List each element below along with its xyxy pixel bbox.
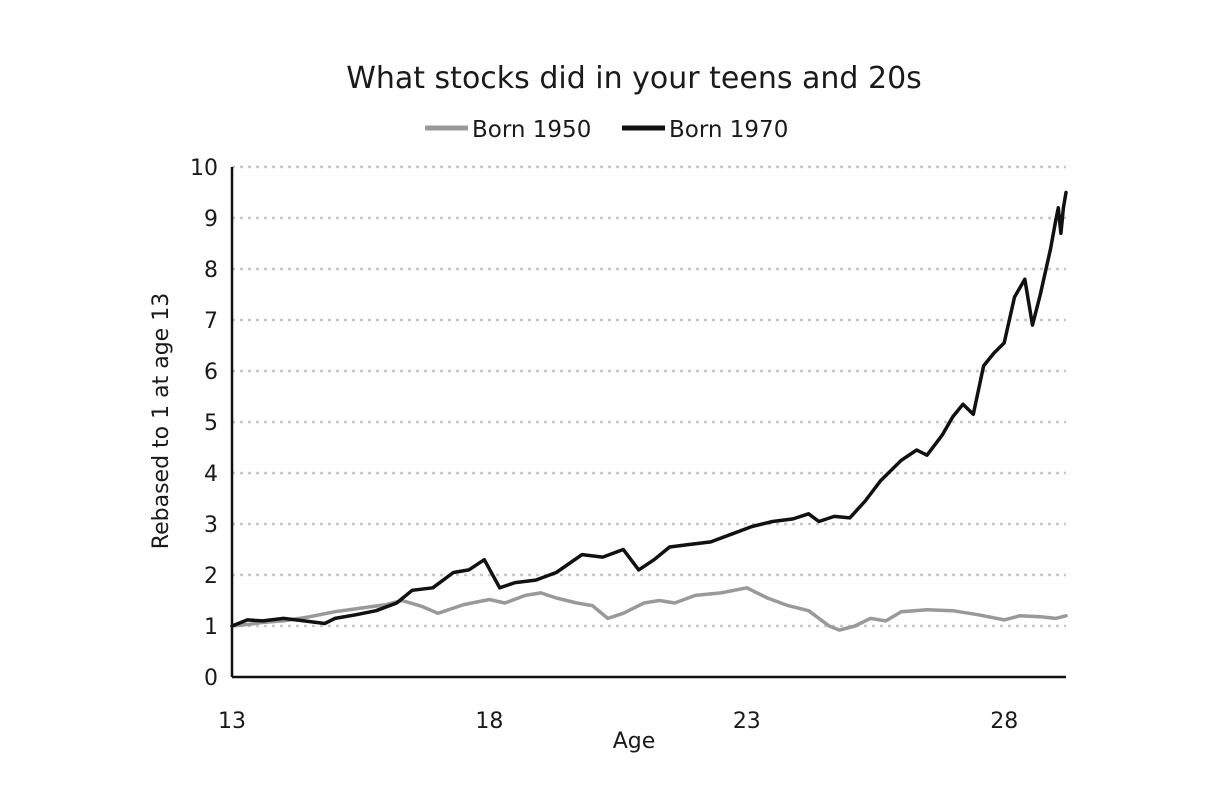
legend-label-born-1970: Born 1970 [669,117,788,143]
y-axis-ticks: 0 1 2 3 4 5 6 7 8 9 10 [190,156,218,691]
series-line-born-1950 [230,586,1068,632]
y-tick-label-5: 5 [204,411,218,436]
y-tick-label-10: 10 [190,156,218,181]
gridlines [232,165,1066,628]
x-axis-label: Age [613,729,656,754]
x-tick-label-23: 23 [733,709,761,734]
series-line-born-1970 [230,190,1068,628]
y-tick-label-2: 2 [204,564,218,589]
y-tick-label-0: 0 [204,666,218,691]
legend-label-born-1950: Born 1950 [472,117,591,143]
y-axis-label: Rebased to 1 at age 13 [149,293,174,549]
x-axis-ticks: 13 18 23 28 [218,709,1018,734]
x-tick-label-13: 13 [218,709,246,734]
legend: Born 1950 Born 1970 [425,117,788,143]
y-tick-label-8: 8 [204,258,218,283]
chart-title: What stocks did in your teens and 20s [346,61,922,96]
y-tick-label-6: 6 [204,360,218,385]
y-tick-label-7: 7 [204,309,218,334]
y-tick-label-3: 3 [204,513,218,538]
y-tick-label-1: 1 [204,615,218,640]
y-tick-label-9: 9 [204,207,218,232]
y-tick-label-4: 4 [204,462,218,487]
x-tick-label-18: 18 [475,709,503,734]
x-tick-label-28: 28 [990,709,1018,734]
